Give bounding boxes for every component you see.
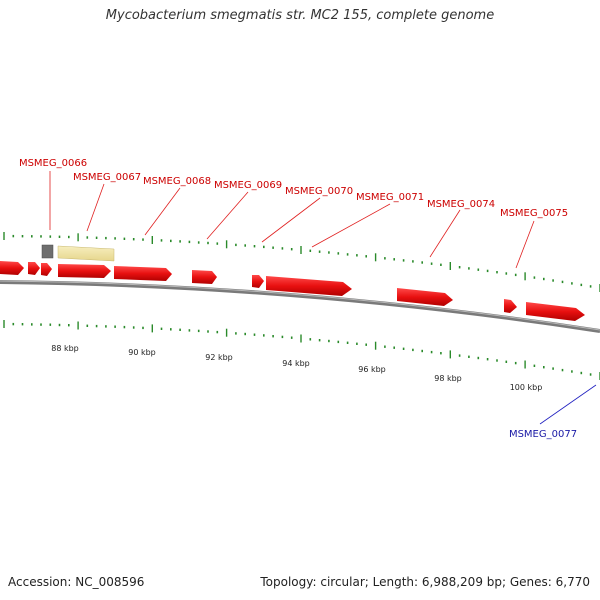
scale-label-88: 88 kbp xyxy=(51,344,79,353)
scale-label-96: 96 kbp xyxy=(358,365,386,374)
gene-label-MSMEG_0075[interactable]: MSMEG_0075 xyxy=(500,208,568,219)
gene-label-MSMEG_0068[interactable]: MSMEG_0068 xyxy=(143,176,211,187)
gene-arrow-0076[interactable] xyxy=(526,302,585,321)
gene-arrow-0067[interactable] xyxy=(114,266,172,281)
gene-arrow-0075[interactable] xyxy=(504,299,517,313)
reverse-label-line xyxy=(539,384,597,425)
inner-tick-track xyxy=(3,320,600,380)
outer-tick-track xyxy=(3,232,600,292)
genome-summary: Topology: circular; Length: 6,988,209 bp… xyxy=(260,575,590,589)
highlighted-region[interactable] xyxy=(57,245,115,262)
gene-arrow-0066[interactable] xyxy=(58,264,111,278)
scale-label-100: 100 kbp xyxy=(510,383,543,392)
gene-label-MSMEG_0074[interactable]: MSMEG_0074 xyxy=(427,199,495,210)
gene-arrow-0070[interactable] xyxy=(266,276,352,296)
scale-label-90: 90 kbp xyxy=(128,348,156,357)
gene-arrow-0068[interactable] xyxy=(192,270,217,284)
pseudogene-feature[interactable] xyxy=(41,244,54,259)
accession-label: Accession: NC_008596 xyxy=(8,575,145,589)
gene-label-MSMEG_0066[interactable]: MSMEG_0066 xyxy=(19,158,87,169)
gene-arrow-0065[interactable] xyxy=(41,263,52,276)
forward-labels: MSMEG_0066 MSMEG_0067 MSMEG_0068 MSMEG_0… xyxy=(19,158,568,219)
genome-backbone xyxy=(0,280,600,333)
scale-label-98: 98 kbp xyxy=(434,374,462,383)
gene-label-MSMEG_0069[interactable]: MSMEG_0069 xyxy=(214,180,282,191)
gene-label-MSMEG_0070[interactable]: MSMEG_0070 xyxy=(285,186,353,197)
map-title: Mycobacterium smegmatis str. MC2 155, co… xyxy=(105,8,495,23)
scale-labels: 88 kbp 90 kbp 92 kbp 94 kbp 96 kbp 98 kb… xyxy=(51,344,542,392)
scale-label-94: 94 kbp xyxy=(282,359,310,368)
gene-label-MSMEG_0067[interactable]: MSMEG_0067 xyxy=(73,172,141,183)
gene-arrow-0074[interactable] xyxy=(397,288,453,306)
genome-backbone-highlight xyxy=(0,280,600,331)
gene-arrow-0064[interactable] xyxy=(28,262,40,275)
scale-label-92: 92 kbp xyxy=(205,353,233,362)
gene-label-MSMEG_0071[interactable]: MSMEG_0071 xyxy=(356,192,424,203)
gene-arrow-0063[interactable] xyxy=(0,261,24,275)
gene-track xyxy=(0,261,585,321)
forward-label-lines xyxy=(49,171,535,269)
gene-label-MSMEG_0077[interactable]: MSMEG_0077 xyxy=(509,429,577,440)
gene-arrow-0069[interactable] xyxy=(252,275,264,288)
